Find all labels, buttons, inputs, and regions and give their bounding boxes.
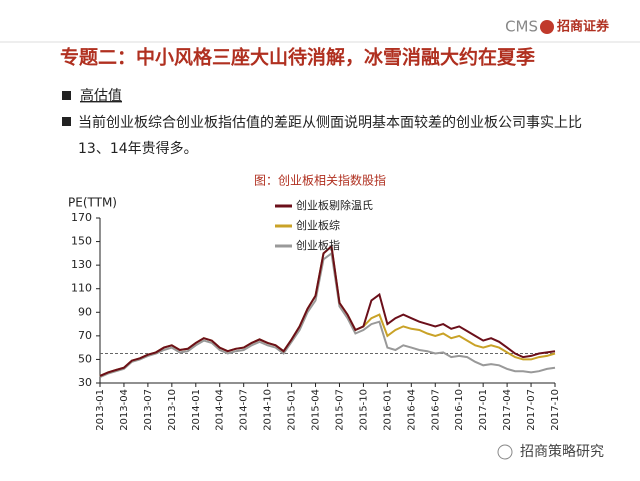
bullet-wrap: 当前创业板综合创业板指估值的差距从侧面说明基本面较差的创业板公司事实上比13、1…	[78, 115, 582, 157]
x-tick-label: 2016-01	[382, 389, 393, 431]
y-tick-label: 150	[71, 235, 92, 248]
series-line	[99, 251, 556, 379]
y-tick-label: 130	[71, 258, 92, 271]
x-tick-label: 2017-04	[502, 389, 513, 431]
logo-brand: CMS	[505, 18, 538, 36]
bullet	[62, 91, 71, 100]
y-tick-label: 50	[78, 352, 92, 365]
logo-name: 招商证券	[557, 19, 610, 35]
footer: 招商策略研究	[520, 443, 604, 460]
logo-icon	[540, 20, 554, 34]
x-tick-label: 2014-04	[215, 389, 226, 431]
bullet-text: 高估值	[80, 87, 122, 104]
x-tick-label: 2016-04	[406, 389, 417, 431]
x-tick-label: 2013-07	[143, 389, 154, 431]
x-tick-label: 2016-07	[430, 389, 441, 431]
chart-title: 图：创业板相关指数股指	[254, 173, 386, 188]
x-tick-label: 2016-10	[454, 389, 465, 431]
y-tick-label: 90	[78, 305, 92, 318]
x-tick-label: 2015-10	[358, 389, 369, 431]
x-tick-label: 2017-07	[526, 389, 537, 431]
y-tick-label: 170	[71, 211, 92, 224]
y-tick-label: 110	[71, 282, 92, 295]
legend-label: 创业板指	[296, 238, 340, 252]
y-axis-label: PE(TTM)	[68, 196, 117, 210]
legend-label: 创业板剔除温氏	[296, 198, 373, 212]
series-line	[99, 244, 556, 377]
x-tick-label: 2014-10	[263, 389, 274, 431]
x-tick-label: 2015-07	[334, 389, 345, 431]
x-tick-label: 2014-01	[191, 389, 202, 431]
bullet	[62, 117, 71, 126]
x-tick-label: 2017-01	[478, 389, 489, 431]
x-tick-label: 2015-01	[287, 389, 298, 431]
footer-icon	[497, 444, 513, 460]
x-tick-label: 2013-10	[167, 389, 178, 431]
x-tick-label: 2013-04	[119, 389, 130, 431]
bullet-text: 当前创业板综合创业板指估值的差距从侧面说明基本面较差的创业板公司事实上比13、1…	[78, 115, 582, 157]
slide-title: 专题二：中小风格三座大山待消解，冰雪消融大约在夏季	[60, 46, 535, 69]
legend-label: 创业板综	[296, 218, 340, 232]
x-tick-label: 2013-01	[95, 389, 106, 431]
y-tick-label: 70	[78, 329, 92, 342]
x-tick-label: 2017-10	[550, 389, 561, 431]
y-tick-label: 30	[78, 376, 92, 389]
x-tick-label: 2015-04	[311, 389, 322, 431]
x-tick-label: 2014-07	[239, 389, 250, 431]
